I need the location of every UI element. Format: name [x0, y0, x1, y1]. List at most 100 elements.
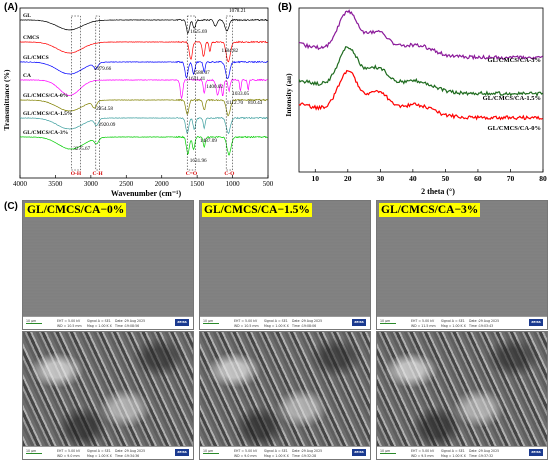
- sem-surface-0: GL/CMCS/CA−0% 10 μm EHT = 5.00 kV WD = 10…: [22, 200, 194, 330]
- xrd-chart: 10 20 30 40 50 60 70 80 GL/CMCS/CA-3% GL/CMCS/CA…: [284, 7, 547, 196]
- sem-title-0: GL/CMCS/CA−0%: [25, 203, 127, 217]
- ftir-band-box: [186, 15, 196, 171]
- ftir-peak-annotation: 1625.69: [190, 29, 207, 35]
- xrd-plot-frame: [298, 7, 544, 173]
- mag-text: Mag = 1.00 K X: [264, 454, 289, 458]
- ftir-band-box: [71, 15, 81, 171]
- signal-text: Signal A = SE1: [441, 319, 465, 323]
- date-text: Date :29 Aug 2025: [469, 319, 500, 323]
- ftir-series-label: GL/CMCS/CA-3%: [23, 130, 68, 136]
- sem-surface-1: GL/CMCS/CA−1.5% 10 μm EHT = 5.00 kV WD = …: [199, 200, 371, 330]
- xrd-x-axis-label: 2 theta (°): [421, 187, 455, 196]
- ftir-series-line: [19, 116, 268, 135]
- xrd-x-tick-label: 20: [344, 174, 352, 183]
- ftir-peak-annotation: 1033.05: [232, 91, 249, 97]
- ftir-peak-annotation: 1631.96: [190, 158, 207, 164]
- sem-cross-section-0: 10 μm EHT = 5.00 kV WD = 9.0 mm Signal A …: [22, 331, 194, 460]
- scale-label: 10 μm: [26, 449, 37, 453]
- mag-text: Mag = 1.00 K X: [264, 324, 289, 328]
- time-text: Time :19:32:28: [292, 454, 317, 458]
- signal-text: Signal A = SE1: [264, 319, 288, 323]
- xrd-x-tick-label: 30: [377, 174, 385, 183]
- ftir-series-line: [19, 135, 268, 156]
- ftir-peak-annotation: 1112.70: [227, 100, 244, 106]
- ftir-x-tick-label: 2000: [155, 180, 170, 188]
- xrd-series-line: [298, 46, 544, 98]
- mag-text: Mag = 1.00 K X: [87, 454, 112, 458]
- ftir-plot-frame: [19, 7, 269, 179]
- ftir-x-tick-label: 4000: [13, 180, 28, 188]
- ftir-peak-annotation: 2979.66: [94, 66, 111, 72]
- xrd-x-tick-label: 70: [507, 174, 515, 183]
- signal-text: Signal A = SE1: [87, 449, 111, 453]
- mag-text: Mag = 1.00 K X: [441, 324, 466, 328]
- ftir-band-box: [225, 15, 233, 171]
- sem-info-bar: 10 μm EHT = 5.00 kV WD = 9.0 mm Signal A …: [23, 446, 193, 459]
- panel-a-label: (A): [4, 2, 18, 13]
- xrd-series-line: [298, 69, 543, 121]
- eht-text: EHT = 5.00 kV: [57, 319, 81, 323]
- ftir-peak-annotation: 1588.07: [193, 70, 210, 76]
- ftir-peak-annotation: 1651.41: [188, 76, 205, 82]
- ftir-peak-annotation: 1400.02: [206, 84, 223, 90]
- ftir-series-label: GL: [23, 13, 31, 19]
- eht-text: EHT = 5.00 kV: [234, 319, 258, 323]
- ftir-series-line: [19, 60, 268, 80]
- ftir-peak-annotation: 810.43: [248, 100, 263, 106]
- ftir-chart: 4000 3500 3000 2500 2000 1500 1000 500 GL CMCS GL…: [2, 7, 274, 198]
- ftir-peak-annotation: 3275.67: [73, 146, 90, 152]
- xrd-x-tick-label: 60: [474, 174, 482, 183]
- scale-bar: [26, 323, 42, 324]
- ftir-peak-annotation: 1078.21: [229, 8, 246, 14]
- wd-text: WD = 10.5 mm: [234, 324, 259, 328]
- xrd-series-label: GL/CMCS/CA-0%: [488, 125, 541, 132]
- zeiss-logo: ZEISS: [175, 319, 189, 326]
- xrd-series-label: GL/CMCS/CA-3%: [488, 57, 541, 64]
- ftir-series-label: CA: [23, 73, 31, 79]
- ftir-peak-annotation: 2920.09: [99, 122, 116, 128]
- ftir-x-tick-label: 3000: [84, 180, 99, 188]
- zeiss-logo: ZEISS: [175, 449, 189, 456]
- ftir-x-tick-label: 1000: [226, 180, 241, 188]
- ftir-y-axis-label: Transmittance (%): [2, 69, 11, 130]
- time-text: Time :19:34:36: [115, 454, 140, 458]
- panel-c-label: (C): [4, 201, 18, 212]
- signal-text: Signal A = SE1: [264, 449, 288, 453]
- sem-info-bar: 10 μm EHT = 5.00 kV WD = 9.0 mm Signal A …: [200, 446, 370, 459]
- sem-info-bar: 10 μm EHT = 5.00 kV WD = 10.5 mm Signal A…: [200, 316, 370, 329]
- scale-bar: [26, 453, 42, 454]
- scale-bar: [380, 323, 396, 324]
- eht-text: EHT = 5.00 kV: [57, 449, 81, 453]
- scale-bar: [380, 453, 396, 454]
- scale-label: 10 μm: [203, 449, 214, 453]
- ftir-series-label: GL/CMCS/CA-0%: [23, 93, 68, 99]
- wd-text: WD = 9.0 mm: [234, 454, 257, 458]
- ftir-series-label: GL/CMCS/CA-1.5%: [23, 111, 72, 117]
- ftir-band-label: C-O: [224, 171, 235, 177]
- ftir-x-axis-label: Wavenumber (cm⁻¹): [111, 189, 182, 198]
- wd-text: WD = 11.5 mm: [411, 324, 436, 328]
- date-text: Date :29 Aug 2025: [469, 449, 500, 453]
- date-text: Date :29 Aug 2025: [115, 319, 146, 323]
- ftir-series-line: [20, 98, 268, 117]
- sem-info-bar: 10 μm EHT = 5.00 kV WD = 9.5 mm Signal A …: [377, 446, 547, 459]
- date-text: Date :29 Aug 2025: [292, 449, 323, 453]
- zeiss-logo: ZEISS: [529, 319, 543, 326]
- xrd-x-tick-label: 80: [539, 174, 547, 183]
- xrd-x-tick-label: 10: [312, 174, 320, 183]
- sem-surface-2: GL/CMCS/CA−3% 10 μm EHT = 5.00 kV WD = 11…: [376, 200, 548, 330]
- sem-title-1: GL/CMCS/CA−1.5%: [202, 203, 312, 217]
- ftir-peak-annotation: 1487.09: [200, 138, 217, 144]
- zeiss-logo: ZEISS: [529, 449, 543, 456]
- wd-text: WD = 9.5 mm: [411, 454, 434, 458]
- scale-label: 10 μm: [380, 449, 391, 453]
- sem-cross-section-1: 10 μm EHT = 5.00 kV WD = 9.0 mm Signal A …: [199, 331, 371, 460]
- sem-info-bar: 10 μm EHT = 5.00 kV WD = 10.5 mm Signal A…: [23, 316, 193, 329]
- ftir-band-label: C=O: [186, 171, 198, 177]
- time-text: Time :19:37:32: [469, 454, 494, 458]
- ftir-band-label: C-H: [93, 171, 104, 177]
- ftir-band-box: [95, 15, 100, 171]
- ftir-series-label: GL/CMCS: [23, 55, 49, 61]
- date-text: Date :29 Aug 2025: [115, 449, 146, 453]
- eht-text: EHT = 5.00 kV: [411, 449, 435, 453]
